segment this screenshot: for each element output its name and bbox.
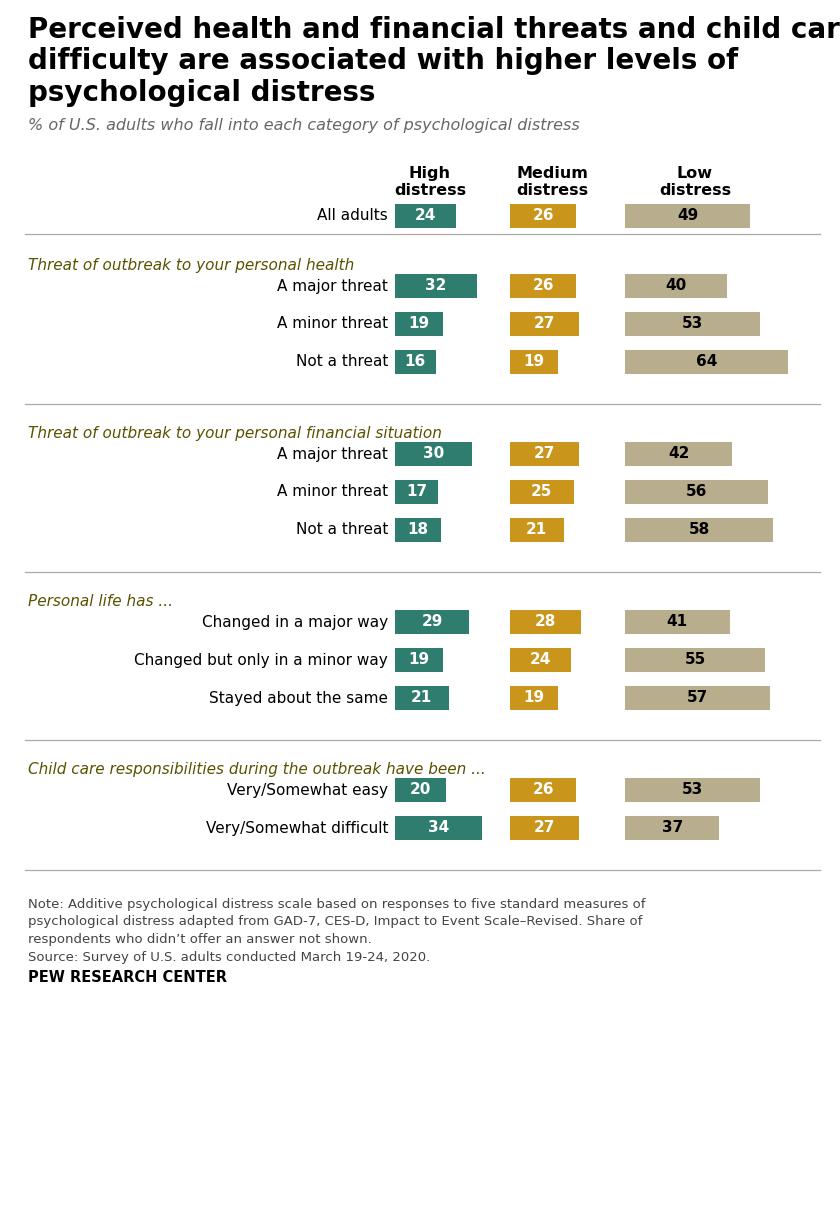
Text: 37: 37 [662,820,683,835]
Bar [395,443,471,466]
Text: 26: 26 [533,208,554,223]
Bar [625,481,768,504]
Text: A minor threat: A minor threat [277,316,388,331]
Bar [625,349,788,374]
Text: 19: 19 [409,652,430,667]
Text: 25: 25 [531,484,553,499]
Text: 27: 27 [533,316,555,331]
Text: 40: 40 [665,278,686,293]
Text: Medium
distress: Medium distress [516,166,588,199]
Bar [395,311,444,336]
Bar [625,311,760,336]
Text: 21: 21 [526,522,548,537]
Text: 19: 19 [523,354,545,369]
Bar [510,779,576,802]
Text: 56: 56 [685,484,707,499]
Text: 53: 53 [682,782,703,797]
Bar [510,687,559,710]
Text: 17: 17 [406,484,428,499]
Bar [510,273,576,298]
Text: Very/Somewhat easy: Very/Somewhat easy [227,782,388,797]
Text: 41: 41 [667,614,688,629]
Text: Not a threat: Not a threat [296,354,388,369]
Text: Threat of outbreak to your personal financial situation: Threat of outbreak to your personal fina… [28,425,442,441]
Bar [395,649,444,672]
Text: 24: 24 [415,208,436,223]
Text: 27: 27 [533,446,555,461]
Text: A major threat: A major threat [277,446,388,461]
Text: 26: 26 [533,278,554,293]
Text: A major threat: A major threat [277,278,388,293]
Text: 53: 53 [682,316,703,331]
Text: A minor threat: A minor threat [277,484,388,499]
Text: 42: 42 [668,446,690,461]
Text: 34: 34 [428,820,449,835]
Bar [625,817,719,840]
Bar [395,611,469,634]
Bar [510,817,579,840]
Text: 57: 57 [687,690,708,705]
Text: Not a threat: Not a threat [296,522,388,537]
Bar [510,519,564,542]
Text: 21: 21 [411,690,433,705]
Text: 19: 19 [409,316,430,331]
Text: PEW RESEARCH CENTER: PEW RESEARCH CENTER [28,970,227,984]
Text: 26: 26 [533,782,554,797]
Bar [395,817,481,840]
Bar [395,687,449,710]
Text: Perceived health and financial threats and child care
difficulty are associated : Perceived health and financial threats a… [28,16,840,107]
Text: 55: 55 [685,652,706,667]
Bar [510,311,579,336]
Bar [510,204,576,228]
Bar [395,273,476,298]
Text: 49: 49 [677,208,698,223]
Text: % of U.S. adults who fall into each category of psychological distress: % of U.S. adults who fall into each cate… [28,118,580,132]
Text: 30: 30 [423,446,444,461]
Bar [625,649,765,672]
Bar [625,519,773,542]
Text: 28: 28 [535,614,556,629]
Bar [510,649,571,672]
Text: 19: 19 [523,690,545,705]
Text: 20: 20 [410,782,431,797]
Bar [625,443,732,466]
Bar [510,481,574,504]
Text: Changed in a major way: Changed in a major way [202,614,388,629]
Text: High
distress: High distress [394,166,466,199]
Bar [625,273,727,298]
Bar [510,443,579,466]
Bar [395,779,446,802]
Bar [625,779,760,802]
Text: Child care responsibilities during the outbreak have been ...: Child care responsibilities during the o… [28,763,486,777]
Bar [510,611,581,634]
Text: All adults: All adults [318,208,388,223]
Text: 32: 32 [425,278,447,293]
Text: 18: 18 [407,522,428,537]
Bar [395,204,456,228]
Bar [625,204,750,228]
Text: Low
distress: Low distress [659,166,731,199]
Text: 27: 27 [533,820,555,835]
Text: Stayed about the same: Stayed about the same [209,690,388,705]
Bar [395,481,438,504]
Bar [395,349,436,374]
Text: Threat of outbreak to your personal health: Threat of outbreak to your personal heal… [28,257,354,273]
Text: 29: 29 [422,614,443,629]
Text: 24: 24 [530,652,551,667]
Text: 16: 16 [405,354,426,369]
Bar [625,687,770,710]
Text: Personal life has ...: Personal life has ... [28,595,173,609]
Bar [625,611,730,634]
Text: Note: Additive psychological distress scale based on responses to five standard : Note: Additive psychological distress sc… [28,897,645,964]
Text: 64: 64 [696,354,717,369]
Bar [395,519,441,542]
Text: Very/Somewhat difficult: Very/Somewhat difficult [206,820,388,835]
Bar [510,349,559,374]
Text: 58: 58 [688,522,710,537]
Text: Changed but only in a minor way: Changed but only in a minor way [134,652,388,667]
